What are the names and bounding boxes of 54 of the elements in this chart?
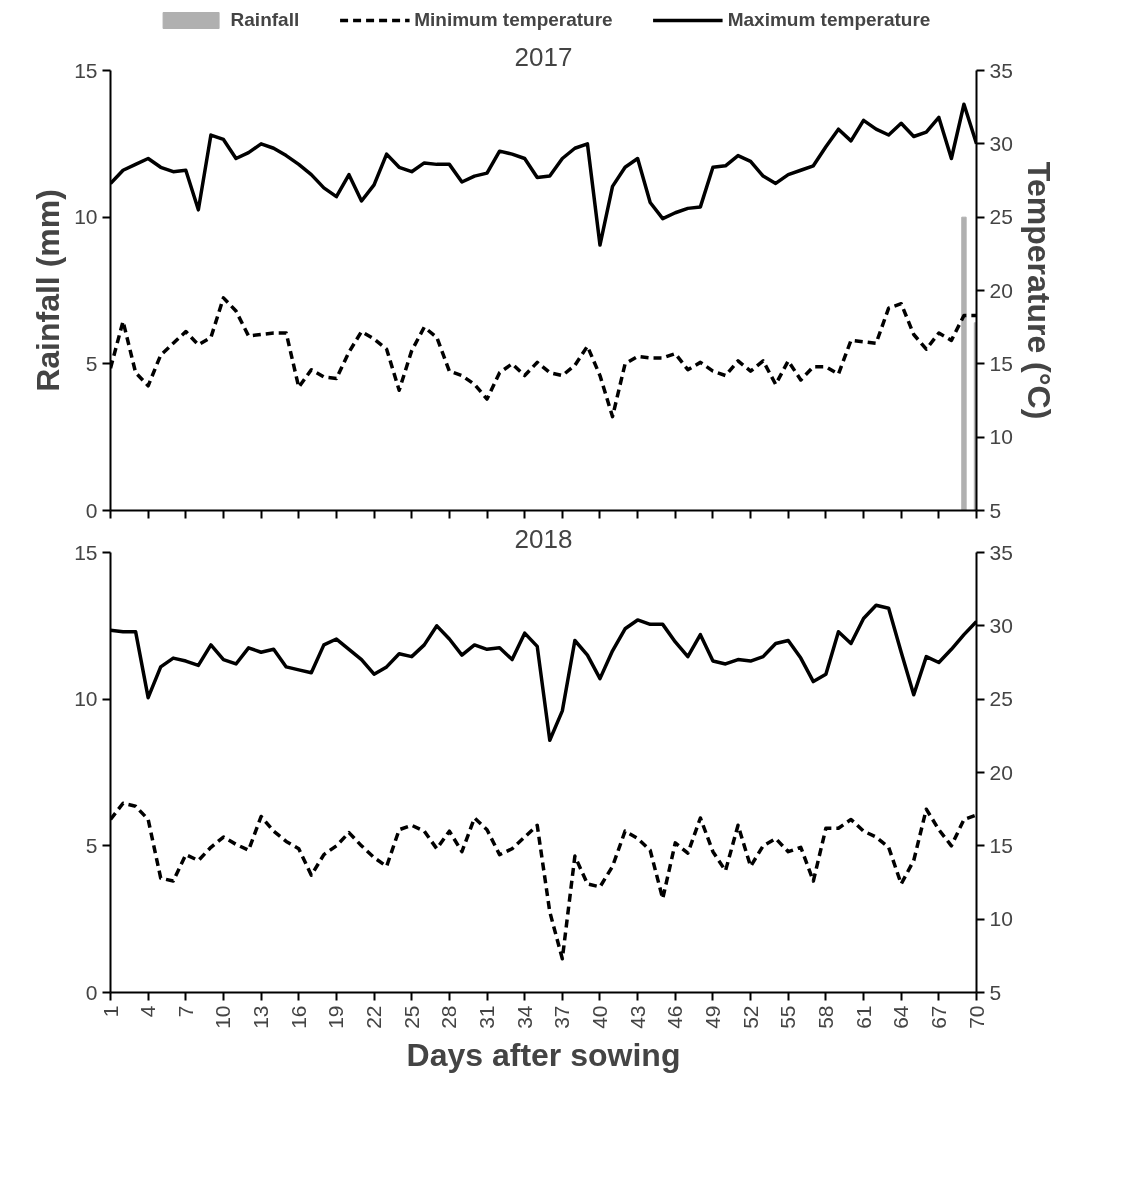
y-tick-label: 5: [85, 351, 98, 375]
y2-tick-label: 25: [989, 205, 1013, 229]
y2-tick-label: 20: [989, 760, 1013, 784]
y2-tick-label: 20: [989, 278, 1013, 302]
x-tick-label: 19: [324, 1005, 348, 1029]
y2-tick-label: 5: [989, 498, 1002, 522]
y-tick-label: 15: [74, 540, 98, 564]
legend-label: Rainfall: [230, 9, 300, 31]
x-tick-label: 37: [550, 1005, 574, 1029]
y-tick-label: 0: [85, 980, 98, 1004]
x-tick-label: 34: [512, 1005, 536, 1029]
x-tick-label: 31: [475, 1005, 499, 1029]
y2-tick-label: 10: [989, 907, 1013, 931]
chart-title: 2017: [514, 41, 573, 72]
y-tick-label: 15: [74, 58, 98, 82]
x-tick-label: 10: [211, 1005, 235, 1029]
legend-label: Maximum temperature: [727, 9, 931, 31]
x-tick-label: 22: [362, 1005, 386, 1029]
x-tick-label: 7: [173, 1005, 197, 1018]
x-tick-label: 43: [625, 1005, 649, 1029]
x-tick-label: 40: [587, 1005, 611, 1029]
x-tick-label: 61: [851, 1005, 875, 1029]
y2-tick-label: 35: [989, 58, 1013, 82]
x-tick-label: 58: [813, 1005, 837, 1029]
x-tick-label: 49: [700, 1005, 724, 1029]
x-tick-label: 25: [399, 1005, 423, 1029]
x-tick-label: 16: [286, 1005, 310, 1029]
y2-tick-label: 15: [989, 351, 1013, 375]
x-tick-label: 64: [889, 1005, 913, 1029]
x-tick-label: 55: [776, 1005, 800, 1029]
x-tick-label: 4: [136, 1005, 160, 1018]
y2-tick-label: 15: [989, 833, 1013, 857]
y2-axis-title: Temperature (°C): [1020, 161, 1057, 420]
x-tick-label: 1: [98, 1005, 122, 1018]
y-tick-label: 10: [74, 205, 98, 229]
y2-tick-label: 30: [989, 131, 1013, 155]
legend-label: Minimum temperature: [414, 9, 613, 31]
x-tick-label: 13: [249, 1005, 273, 1029]
x-tick-label: 70: [964, 1005, 988, 1029]
x-tick-label: 46: [663, 1005, 687, 1029]
x-tick-label: 52: [738, 1005, 762, 1029]
y2-tick-label: 30: [989, 613, 1013, 637]
chart-title: 2018: [514, 523, 573, 554]
y2-tick-label: 35: [989, 540, 1013, 564]
x-tick-label: 67: [926, 1005, 950, 1029]
y2-tick-label: 10: [989, 425, 1013, 449]
x-tick-label: 28: [437, 1005, 461, 1029]
y-tick-label: 0: [85, 498, 98, 522]
y-tick-label: 5: [85, 833, 98, 857]
y-axis-title: Rainfall (mm): [30, 189, 67, 392]
x-axis-title: Days after sowing: [406, 1036, 681, 1073]
y2-tick-label: 5: [989, 980, 1002, 1004]
y2-tick-label: 25: [989, 687, 1013, 711]
y-tick-label: 10: [74, 687, 98, 711]
